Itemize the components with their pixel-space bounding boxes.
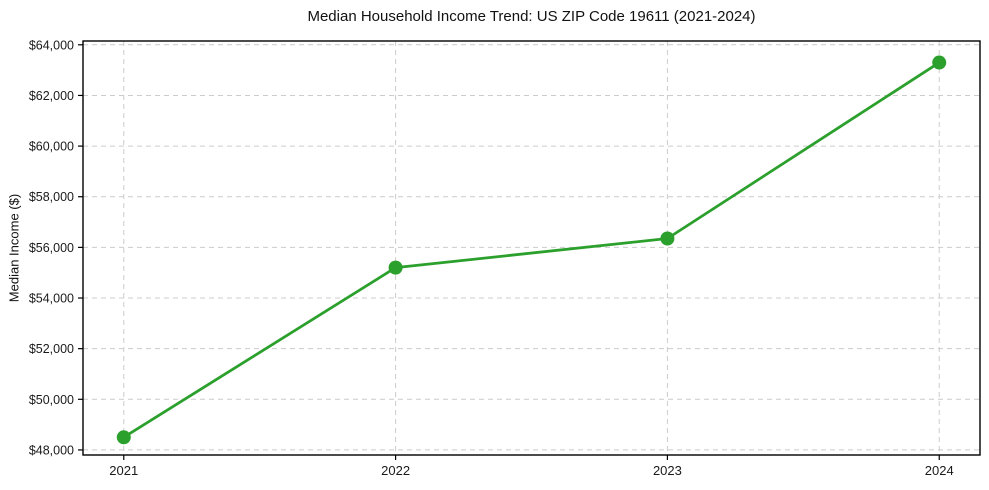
y-tick-label: $62,000 bbox=[29, 89, 74, 103]
x-tick-label: 2024 bbox=[925, 463, 954, 478]
y-tick-label: $60,000 bbox=[29, 140, 74, 154]
plot-border bbox=[82, 40, 981, 456]
y-tick-label: $50,000 bbox=[29, 393, 74, 407]
y-tick-label: $54,000 bbox=[29, 292, 74, 306]
x-tick-label: 2023 bbox=[653, 463, 682, 478]
trend-line bbox=[122, 61, 941, 439]
y-tick-label: $52,000 bbox=[29, 342, 74, 356]
data-point-2022 bbox=[388, 260, 403, 275]
chart-title: Median Household Income Trend: US ZIP Co… bbox=[307, 8, 756, 25]
data-point-2023 bbox=[660, 231, 675, 246]
x-tick-label: 2021 bbox=[109, 463, 138, 478]
y-tick-label: $56,000 bbox=[29, 241, 74, 255]
y-tick-label: $58,000 bbox=[29, 190, 74, 204]
y-tick-label: $64,000 bbox=[29, 38, 74, 52]
x-tick-label: 2022 bbox=[381, 463, 410, 478]
y-tick-label: $48,000 bbox=[29, 443, 74, 457]
data-point-2024 bbox=[932, 55, 947, 70]
data-point-2021 bbox=[116, 430, 131, 445]
